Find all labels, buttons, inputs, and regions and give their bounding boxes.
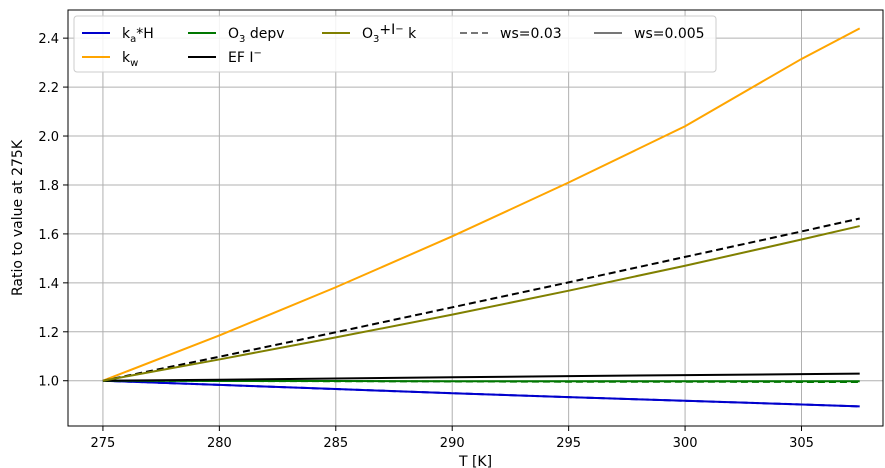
legend-text-part: 3 bbox=[239, 34, 245, 45]
legend-entry-label: kw bbox=[122, 50, 138, 69]
x-tick-label: 275 bbox=[91, 436, 116, 451]
legend-text-part: k bbox=[122, 50, 131, 66]
legend-box bbox=[73, 15, 717, 73]
x-tick-label: 300 bbox=[673, 436, 698, 451]
legend-text-part: − bbox=[395, 24, 403, 35]
legend-text-part: − bbox=[253, 48, 261, 59]
legend-text-part: w bbox=[130, 58, 138, 69]
series-line bbox=[102, 27, 861, 382]
series-line bbox=[102, 225, 860, 382]
legend-text-part: a bbox=[130, 34, 136, 45]
y-tick-label: 1.2 bbox=[38, 326, 59, 341]
legend-text-part: depv bbox=[245, 26, 284, 42]
legend-text-part: k bbox=[122, 26, 131, 42]
y-axis-label: Ratio to value at 275K bbox=[10, 139, 26, 296]
y-tick-label: 2.2 bbox=[38, 81, 59, 96]
legend-entry-label: ws=0.005 bbox=[634, 26, 705, 42]
series-line bbox=[102, 379, 860, 383]
legend-text-part: O bbox=[228, 26, 239, 42]
series-line bbox=[102, 379, 860, 408]
y-tick-label: 2.0 bbox=[38, 130, 59, 145]
y-tick-label: 1.6 bbox=[38, 228, 59, 243]
y-tick-label: 1.8 bbox=[38, 179, 59, 194]
axis-ticks: 275 280 285 290 295 300 305 1.0 1.2 1.4 1.6 1.8 2.0 2… bbox=[38, 32, 814, 451]
y-tick-label: 2.4 bbox=[38, 32, 59, 47]
series-line bbox=[102, 217, 860, 382]
legend-entry-label: ws=0.03 bbox=[500, 26, 562, 42]
legend-entry-label: O3 depv bbox=[228, 26, 285, 45]
y-tick-label: 1.0 bbox=[38, 375, 59, 390]
x-tick-label: 305 bbox=[789, 436, 814, 451]
legend-entry-label: O3+I− k bbox=[362, 22, 417, 45]
legend-entry-label: EF I− bbox=[228, 48, 262, 66]
x-tick-label: 285 bbox=[323, 436, 348, 451]
x-axis-label: T [K] bbox=[458, 454, 492, 468]
legend-text-part: EF I bbox=[228, 50, 253, 66]
series-line bbox=[102, 372, 860, 382]
plot-series bbox=[102, 27, 861, 408]
legend-text-part: *H bbox=[136, 26, 154, 42]
x-tick-label: 280 bbox=[207, 436, 232, 451]
y-tick-label: 1.4 bbox=[38, 277, 59, 292]
legend-text-part: O bbox=[362, 26, 373, 42]
plot-frame bbox=[67, 9, 884, 427]
legend-text-part: 3 bbox=[373, 34, 379, 45]
x-tick-label: 290 bbox=[440, 436, 465, 451]
legend-text-part: k bbox=[404, 26, 417, 42]
legend-text-part: +I bbox=[379, 22, 395, 38]
x-tick-label: 295 bbox=[556, 436, 581, 451]
legend-entry-label: ka*H bbox=[122, 26, 154, 45]
